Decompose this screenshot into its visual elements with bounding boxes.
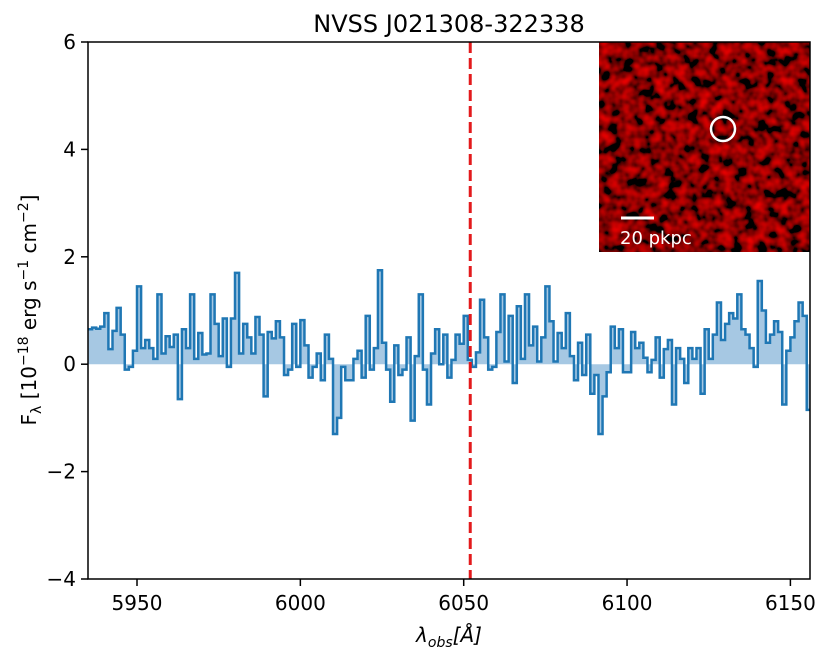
x-tick-label: 6050 [438, 591, 489, 615]
x-axis-label-sub: obs [428, 635, 453, 651]
chart-title: NVSS J021308-322338 [313, 10, 584, 38]
y-tick-label: 4 [63, 137, 76, 161]
x-axis-label-unit: [Å] [453, 623, 482, 647]
y-tick-label: 6 [63, 30, 76, 54]
y-label-end: ] [17, 195, 41, 203]
y-tick-label: −2 [47, 460, 76, 484]
x-tick-label: 5950 [112, 591, 163, 615]
y-label-symbol: F [17, 414, 41, 426]
y-tick-label: −4 [47, 567, 76, 591]
y-tick-label: 0 [63, 352, 76, 376]
scale-bar-label: 20 pkpc [620, 228, 692, 249]
y-label-unit-pre: [10 [17, 366, 41, 406]
x-tick-label: 6150 [765, 591, 816, 615]
x-axis-label-symbol: λ [415, 623, 428, 647]
y-label-exp3: −2 [16, 202, 32, 223]
y-label-mid: erg s [17, 280, 41, 336]
y-label-exp1: −18 [16, 336, 32, 366]
x-tick-label: 6000 [275, 591, 326, 615]
plot-frame [87, 41, 811, 580]
inset-noise [599, 42, 810, 252]
y-axis: −4 −2 0 2 4 6 [47, 30, 88, 591]
x-tick-label: 6100 [602, 591, 653, 615]
spectrum-fill-negative [88, 364, 810, 435]
x-axis: 5950 6000 6050 6100 6150 [112, 579, 816, 615]
y-label-mid2: cm [17, 223, 41, 260]
x-axis-label: λobs[Å] [415, 623, 482, 651]
inset-image: 20 pkpc [599, 42, 810, 252]
y-axis-label: Fλ [10−18 erg s−1 cm−2] [16, 195, 45, 426]
y-label-exp2: −1 [16, 260, 32, 281]
plot-area [88, 42, 810, 579]
y-tick-label: 2 [63, 245, 76, 269]
spectrum-step-line [88, 268, 810, 436]
source-circle [709, 115, 737, 143]
y-label-sub: λ [29, 406, 45, 414]
